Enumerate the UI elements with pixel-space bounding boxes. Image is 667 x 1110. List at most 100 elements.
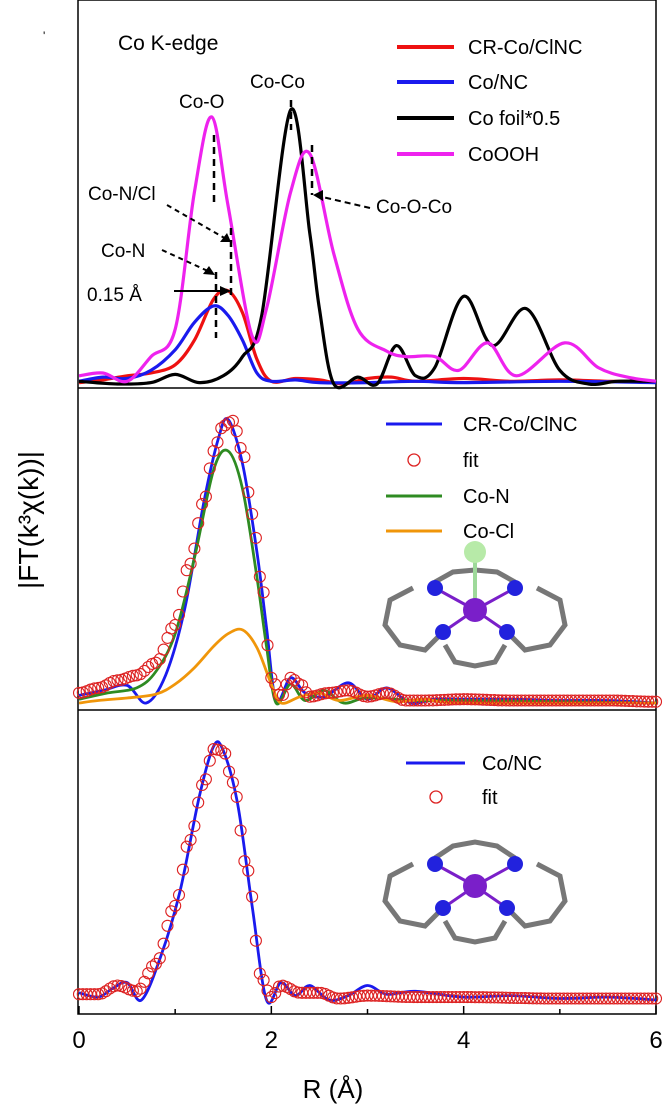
- stray-mark: ': [43, 29, 45, 43]
- mol2-ring-top: [433, 839, 517, 861]
- fit-point: [184, 557, 197, 570]
- fit-point: [242, 486, 255, 499]
- fit-point: [138, 975, 151, 988]
- fit-point: [142, 967, 155, 980]
- fit-point: [576, 694, 589, 707]
- fit-point: [519, 694, 532, 707]
- fit-point: [188, 819, 201, 833]
- molecule-nc: [382, 839, 568, 945]
- legend-label-co-cl: Co-Cl: [463, 521, 514, 543]
- fit-point: [184, 833, 197, 846]
- fit-point: [261, 984, 274, 997]
- annot-co-n: Co-N: [101, 241, 145, 262]
- fit-point: [242, 864, 255, 877]
- fit-point: [446, 693, 459, 706]
- fit-point: [553, 694, 566, 707]
- middle-series-co-n: [78, 448, 657, 706]
- fit-point: [403, 694, 416, 707]
- fit-point: [311, 986, 324, 999]
- fit-point: [126, 669, 139, 682]
- fit-point: [461, 693, 474, 706]
- fit-point: [230, 790, 243, 803]
- fit-point: [642, 992, 655, 1005]
- mol2-ring-bottom: [442, 919, 508, 945]
- fit-point: [211, 436, 224, 449]
- fit-point: [361, 690, 374, 703]
- nitrogen-atom: [499, 900, 515, 916]
- fit-point: [446, 991, 459, 1004]
- fit-point: [388, 990, 401, 1003]
- fit-point: [192, 796, 205, 809]
- x-axis: 0 2 4 6: [72, 1006, 663, 1054]
- fit-point: [503, 991, 516, 1004]
- arrowhead-4: [313, 190, 323, 201]
- fit-point: [649, 695, 663, 708]
- fit-point: [422, 991, 436, 1004]
- fit-point: [299, 686, 313, 699]
- nitrogen-atom: [435, 624, 451, 640]
- fit-point: [226, 776, 239, 789]
- fit-point: [461, 991, 474, 1004]
- fit-point: [203, 462, 216, 475]
- data-curves: [72, 107, 663, 1005]
- fit-point: [380, 686, 393, 699]
- fit-point: [246, 890, 259, 903]
- fit-point: [372, 989, 386, 1002]
- fit-point: [480, 991, 493, 1004]
- annot-co-o: Co-O: [179, 92, 224, 113]
- fit-point: [396, 990, 409, 1003]
- bottom-legend: Co/NC fit: [406, 753, 542, 809]
- fit-point: [261, 639, 274, 652]
- fit-point: [222, 765, 236, 778]
- bottom-series-co-nc: [78, 740, 657, 1005]
- legend-label-bottom-fit: fit: [482, 787, 498, 809]
- fit-point: [215, 744, 228, 757]
- fit-point: [134, 982, 147, 995]
- fit-point: [230, 425, 243, 438]
- legend-label-mid-fit: fit: [463, 450, 479, 472]
- top-series-co-nc: [78, 304, 657, 385]
- fit-point: [192, 517, 205, 530]
- legend-label-bottom-data: Co/NC: [482, 753, 542, 775]
- top-annotations: [161, 100, 371, 338]
- fit-point: [519, 992, 532, 1005]
- fit-point: [84, 988, 97, 1001]
- fit-point: [649, 992, 663, 1005]
- fit-point: [199, 490, 212, 503]
- x-axis-label: R (Å): [303, 1074, 364, 1104]
- fit-point: [496, 991, 509, 1004]
- fit-point: [488, 694, 501, 707]
- fit-point: [380, 990, 393, 1003]
- fit-point: [126, 984, 139, 997]
- fit-point: [134, 668, 147, 681]
- fit-point: [546, 694, 559, 707]
- fit-point: [596, 694, 609, 707]
- plot-frame: [77, 0, 657, 1015]
- nitrogen-atom: [427, 856, 443, 872]
- fit-point: [303, 690, 316, 703]
- fit-point: [107, 980, 120, 993]
- fit-point: [346, 991, 359, 1004]
- fit-point: [603, 992, 616, 1005]
- middle-legend: CR-Co/ClNC fit Co-N Co-Cl: [386, 414, 577, 543]
- legend-label-mid-data: CR-Co/ClNC: [463, 414, 577, 436]
- fit-point: [561, 694, 574, 707]
- mol2-ring-left: [382, 861, 445, 929]
- fit-point: [161, 919, 174, 932]
- fit-point: [634, 992, 647, 1005]
- fit-point: [215, 422, 228, 435]
- fit-point: [176, 863, 189, 876]
- top-series-cr-co-clnc: [78, 288, 657, 386]
- fit-point: [88, 988, 101, 1001]
- fit-point: [496, 694, 509, 707]
- fit-point: [338, 684, 351, 697]
- fit-point: [142, 660, 155, 674]
- legend-swatch-bottom-fit: [429, 790, 443, 804]
- fit-point: [538, 992, 551, 1005]
- fit-point: [376, 687, 389, 700]
- fit-point: [307, 986, 320, 999]
- fit-point: [619, 694, 632, 707]
- fit-point: [546, 992, 559, 1005]
- fit-point: [130, 985, 143, 998]
- middle-fit-markers: [72, 414, 663, 708]
